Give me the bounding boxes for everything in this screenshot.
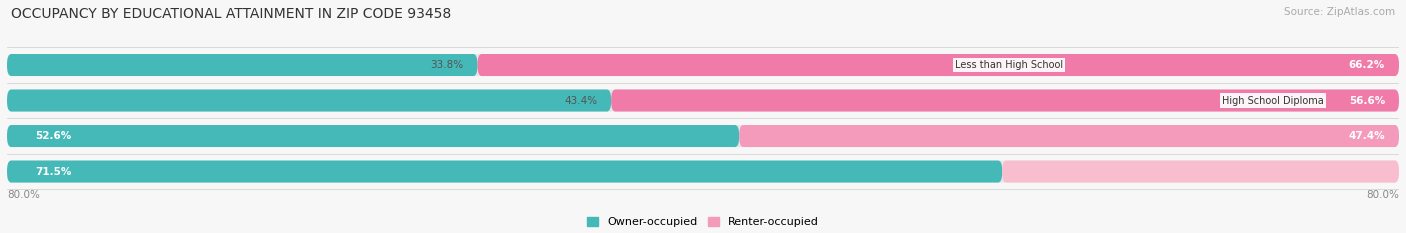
FancyBboxPatch shape [7,161,1399,182]
FancyBboxPatch shape [7,125,1399,147]
FancyBboxPatch shape [7,89,612,112]
Text: 33.8%: 33.8% [430,60,464,70]
Text: 56.6%: 56.6% [1348,96,1385,106]
FancyBboxPatch shape [7,89,1399,112]
Text: 71.5%: 71.5% [35,167,72,177]
FancyBboxPatch shape [1002,161,1399,182]
Text: 43.4%: 43.4% [564,96,598,106]
FancyBboxPatch shape [612,89,1399,112]
Text: 80.0%: 80.0% [1367,190,1399,200]
Text: 47.4%: 47.4% [1348,131,1385,141]
FancyBboxPatch shape [7,161,1002,182]
FancyBboxPatch shape [7,54,478,76]
Text: 52.6%: 52.6% [35,131,72,141]
Legend: Owner-occupied, Renter-occupied: Owner-occupied, Renter-occupied [586,217,820,227]
Text: Less than High School: Less than High School [955,60,1063,70]
Text: High School Diploma: High School Diploma [1222,96,1324,106]
FancyBboxPatch shape [478,54,1399,76]
Text: OCCUPANCY BY EDUCATIONAL ATTAINMENT IN ZIP CODE 93458: OCCUPANCY BY EDUCATIONAL ATTAINMENT IN Z… [11,7,451,21]
Text: 66.2%: 66.2% [1348,60,1385,70]
FancyBboxPatch shape [7,125,740,147]
Text: 80.0%: 80.0% [7,190,39,200]
FancyBboxPatch shape [740,125,1399,147]
FancyBboxPatch shape [7,54,1399,76]
Text: Source: ZipAtlas.com: Source: ZipAtlas.com [1284,7,1395,17]
